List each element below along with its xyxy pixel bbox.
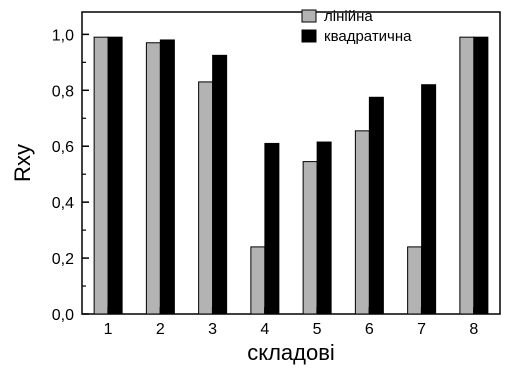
bar-linear-7 (407, 246, 423, 315)
bar-quadratic-3 (212, 54, 228, 315)
bar-linear-4 (250, 246, 266, 315)
bar-linear-5 (302, 161, 318, 315)
legend-swatch-quadratic (301, 29, 317, 43)
x-tick-label: 7 (417, 321, 426, 338)
plot-border (81, 11, 501, 315)
bar-linear-3 (198, 81, 214, 315)
legend-label-linear: лінійна (324, 8, 373, 25)
bars (93, 36, 489, 315)
x-axis-title: складові (247, 340, 335, 365)
bar-linear-6 (354, 130, 370, 315)
x-tick-label: 3 (208, 321, 217, 338)
y-tick-label: 0,4 (52, 195, 74, 212)
x-tick-label: 4 (260, 321, 269, 338)
bar-linear-8 (459, 36, 475, 315)
legend: лінійна квадратична (301, 8, 412, 45)
bar-linear-2 (145, 42, 161, 315)
y-tick-label: 0,2 (52, 251, 74, 268)
bar-linear-1 (93, 36, 109, 315)
y-axis: 0,0 0,2 0,4 0,6 0,8 1,0 (52, 27, 89, 324)
bar-quadratic-6 (368, 96, 384, 315)
legend-swatch-linear (301, 9, 317, 23)
legend-label-quadratic: квадратична (324, 28, 412, 45)
bar-quadratic-2 (159, 39, 175, 315)
y-axis-title: Rxy (10, 144, 35, 182)
x-tick-label: 1 (104, 321, 113, 338)
bar-quadratic-7 (421, 84, 437, 315)
x-axis: 1 2 3 4 5 6 7 8 (104, 307, 478, 338)
x-tick-label: 2 (156, 321, 165, 338)
y-tick-label: 1,0 (52, 27, 74, 44)
bar-quadratic-4 (264, 142, 280, 315)
x-tick-label: 6 (365, 321, 374, 338)
bar-quadratic-8 (473, 36, 489, 315)
y-tick-label: 0,6 (52, 139, 74, 156)
x-tick-label: 8 (469, 321, 478, 338)
y-tick-label: 0,8 (52, 83, 74, 100)
x-tick-label: 5 (313, 321, 322, 338)
bar-quadratic-1 (107, 36, 123, 315)
bar-quadratic-5 (316, 141, 332, 315)
y-tick-label: 0,0 (52, 307, 74, 324)
plot-frame (81, 11, 501, 315)
